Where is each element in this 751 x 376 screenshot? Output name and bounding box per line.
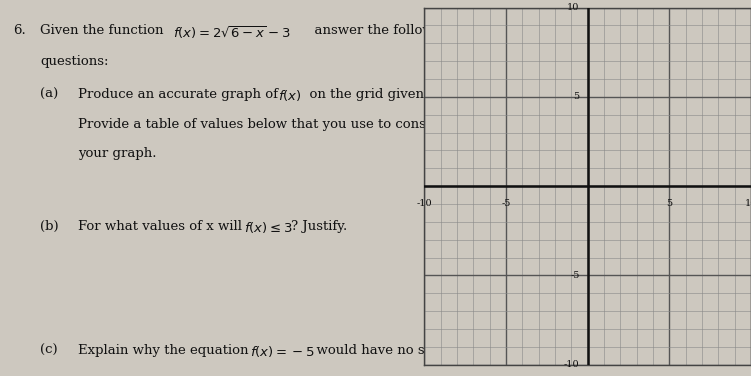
Text: -5: -5	[502, 199, 511, 208]
Text: on the grid given.: on the grid given.	[301, 88, 429, 102]
Text: ? Justify.: ? Justify.	[291, 220, 347, 233]
Text: -5: -5	[570, 271, 580, 280]
Text: $f(x)\leq 3$: $f(x)\leq 3$	[244, 220, 292, 235]
Text: Explain why the equation: Explain why the equation	[79, 344, 258, 357]
Text: $f(x)=-5$: $f(x)=-5$	[250, 344, 315, 359]
Text: your graph.: your graph.	[79, 147, 157, 160]
Text: $f(x)=2\sqrt{6-x}-3$: $f(x)=2\sqrt{6-x}-3$	[173, 24, 291, 41]
Text: Given the function: Given the function	[41, 24, 172, 38]
Text: questions:: questions:	[41, 55, 109, 68]
Text: For what values of x will: For what values of x will	[79, 220, 251, 233]
Text: (a): (a)	[41, 88, 59, 102]
Text: answer the following: answer the following	[306, 24, 454, 38]
Text: Produce an accurate graph of: Produce an accurate graph of	[79, 88, 287, 102]
Text: 10: 10	[567, 3, 580, 12]
Text: 10: 10	[745, 199, 751, 208]
Text: -10: -10	[417, 199, 432, 208]
Text: Provide a table of values below that you use to construct: Provide a table of values below that you…	[79, 118, 459, 132]
Text: (c): (c)	[41, 344, 58, 357]
Text: 6.: 6.	[14, 24, 26, 38]
Text: 5: 5	[573, 92, 580, 101]
Text: 5: 5	[666, 199, 672, 208]
Text: would have no solutions.: would have no solutions.	[308, 344, 481, 357]
Text: (b): (b)	[41, 220, 59, 233]
Text: $f(x)$: $f(x)$	[278, 88, 302, 103]
Text: -10: -10	[564, 360, 580, 369]
